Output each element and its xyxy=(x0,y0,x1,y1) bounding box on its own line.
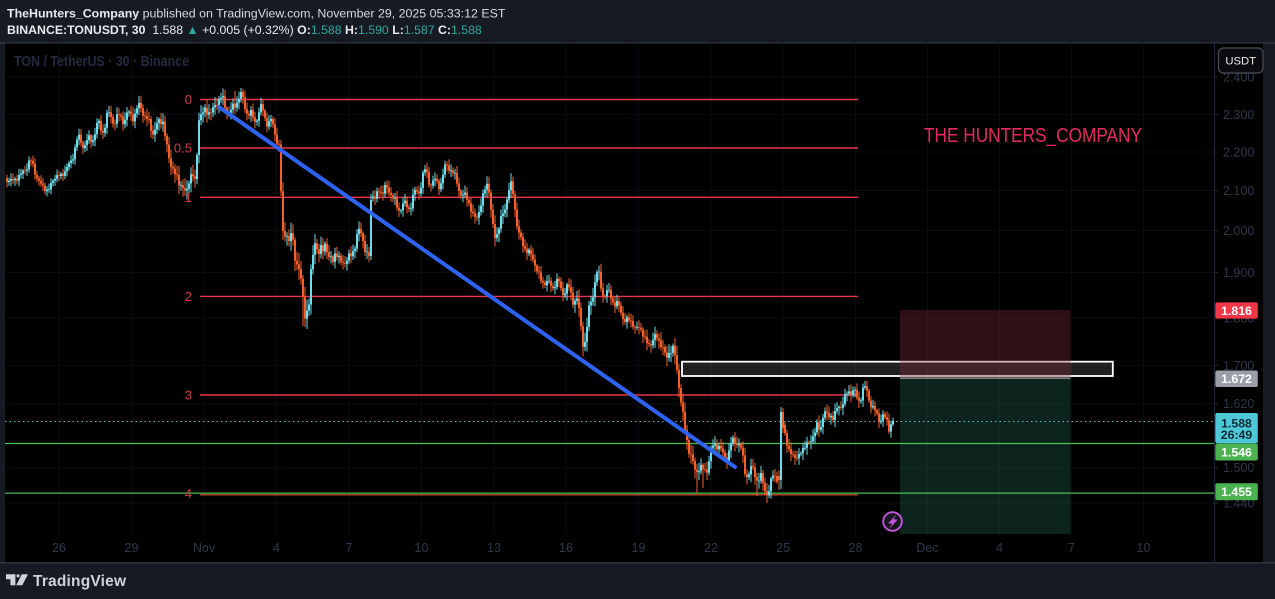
svg-text:0.5: 0.5 xyxy=(174,141,192,156)
svg-text:16: 16 xyxy=(559,541,573,555)
svg-text:1.816: 1.816 xyxy=(1221,304,1252,318)
svg-text:2.100: 2.100 xyxy=(1223,184,1254,198)
svg-text:USDT: USDT xyxy=(1225,56,1256,68)
svg-text:1.900: 1.900 xyxy=(1223,266,1254,280)
svg-text:10: 10 xyxy=(415,541,429,555)
svg-text:3: 3 xyxy=(185,388,192,403)
svg-text:1.546: 1.546 xyxy=(1221,445,1252,459)
svg-text:Nov: Nov xyxy=(193,541,216,555)
svg-text:2.300: 2.300 xyxy=(1223,108,1254,122)
svg-text:2.400: 2.400 xyxy=(1223,71,1254,85)
svg-text:2.200: 2.200 xyxy=(1223,146,1254,160)
svg-text:TheHunters_Company published o: TheHunters_Company published on TradingV… xyxy=(7,7,506,21)
svg-text:1.500: 1.500 xyxy=(1223,461,1254,475)
svg-text:7: 7 xyxy=(346,541,353,555)
svg-text:1.620: 1.620 xyxy=(1223,397,1254,411)
svg-text:28: 28 xyxy=(849,541,863,555)
svg-text:1.700: 1.700 xyxy=(1223,359,1254,373)
svg-text:29: 29 xyxy=(125,541,139,555)
svg-text:4: 4 xyxy=(185,486,192,501)
svg-text:4: 4 xyxy=(273,541,280,555)
svg-text:0: 0 xyxy=(185,92,192,107)
svg-text:26: 26 xyxy=(52,541,66,555)
svg-text:Dec: Dec xyxy=(916,541,938,555)
svg-text:7: 7 xyxy=(1068,541,1075,555)
svg-text:26:49: 26:49 xyxy=(1221,428,1253,442)
svg-text:1.455: 1.455 xyxy=(1221,485,1252,499)
svg-text:BINANCE:TONUSDT, 30 1.588 ▲ +: BINANCE:TONUSDT, 30 1.588 ▲ +0.005 (+0.3… xyxy=(7,23,482,37)
svg-text:4: 4 xyxy=(996,541,1003,555)
svg-text:TON / TetherUS · 30 · Binance: TON / TetherUS · 30 · Binance xyxy=(14,53,189,70)
svg-text:2.000: 2.000 xyxy=(1223,224,1254,238)
svg-text:1.672: 1.672 xyxy=(1221,372,1252,386)
svg-text:13: 13 xyxy=(487,541,501,555)
svg-text:25: 25 xyxy=(776,541,790,555)
svg-text:22: 22 xyxy=(704,541,718,555)
svg-text:2: 2 xyxy=(185,289,192,304)
svg-text:10: 10 xyxy=(1137,541,1151,555)
svg-text:1.588: 1.588 xyxy=(1221,416,1252,430)
svg-text:TradingView: TradingView xyxy=(33,573,127,590)
svg-text:THE HUNTERS_COMPANY: THE HUNTERS_COMPANY xyxy=(924,125,1142,147)
svg-text:19: 19 xyxy=(632,541,646,555)
svg-text:1: 1 xyxy=(185,190,192,205)
